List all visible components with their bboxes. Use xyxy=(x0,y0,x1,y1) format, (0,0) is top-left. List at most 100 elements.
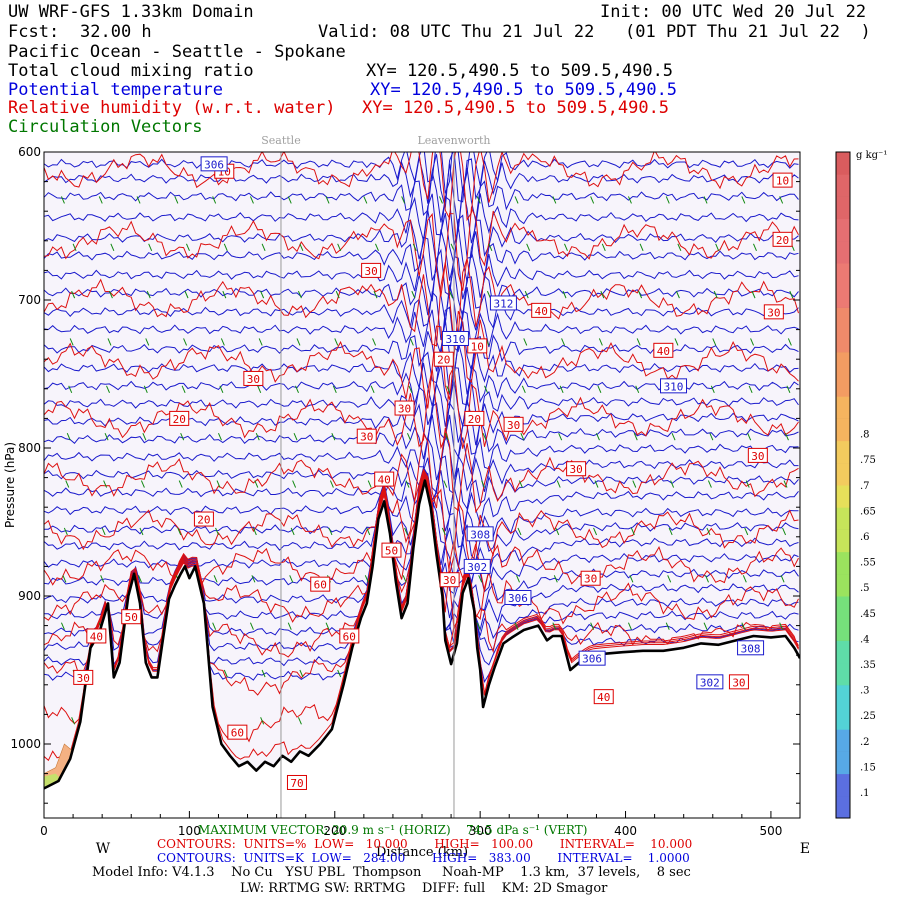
wind-vector xyxy=(325,622,330,630)
rh-contour xyxy=(44,427,799,514)
field-vectors-name: Circulation Vectors xyxy=(8,117,203,137)
wind-vector xyxy=(296,338,301,346)
theta-contour-label-box xyxy=(489,295,517,311)
wind-vector xyxy=(145,338,150,346)
wind-vector xyxy=(142,433,147,441)
rh-contour-label: 30 xyxy=(584,573,597,586)
wind-vector xyxy=(370,385,375,394)
wind-vector xyxy=(514,196,519,204)
wind-vector xyxy=(476,196,481,204)
wind-vector xyxy=(444,433,449,441)
rh-contour-label-box xyxy=(433,351,454,367)
colorbar-tick-label: .25 xyxy=(860,711,876,722)
wind-vector xyxy=(741,196,746,204)
wind-vector xyxy=(715,243,720,251)
rh-contour-label-box xyxy=(728,674,749,690)
wind-vector xyxy=(219,385,224,394)
colorbar-frame xyxy=(835,151,851,819)
theta-contour-label-box xyxy=(696,674,724,690)
rh-contour-label-box xyxy=(339,628,360,644)
colorbar-segment xyxy=(836,618,850,641)
rh-contour-label-box xyxy=(356,428,377,444)
rh-contour-label-box xyxy=(243,370,264,386)
wind-vector xyxy=(103,480,108,488)
field-cloud-name: Total cloud mixing ratio xyxy=(8,61,254,81)
rh-contour xyxy=(44,152,799,222)
wind-vector xyxy=(290,527,295,536)
wind-vector xyxy=(334,338,339,346)
colorbar-segment xyxy=(836,152,850,175)
wind-vector xyxy=(212,622,217,630)
rh-contour-label-box xyxy=(593,689,614,705)
wind-vector xyxy=(257,385,262,394)
rh-contour xyxy=(44,478,799,762)
colorbar-tick-label: .75 xyxy=(860,455,876,466)
wind-vector xyxy=(779,196,784,204)
wind-vector xyxy=(555,527,560,536)
colorbar-segment xyxy=(836,529,850,553)
wind-vector xyxy=(601,243,606,251)
wind-vector xyxy=(174,196,179,204)
colorbar-tick-label: .65 xyxy=(860,506,876,517)
colorbar-segment xyxy=(836,218,850,242)
wind-vector xyxy=(552,622,557,630)
theta-contour-label-box xyxy=(660,378,688,394)
rh-contour-label: 10 xyxy=(776,175,789,188)
theta-contour xyxy=(44,163,799,231)
wind-vector xyxy=(518,480,523,488)
wind-vector xyxy=(136,196,141,204)
wind-vector xyxy=(553,575,558,583)
wind-vector xyxy=(665,196,670,204)
rh-contour-label-box xyxy=(374,471,395,487)
rh-contour-label-box xyxy=(121,609,142,625)
wind-vector xyxy=(108,290,113,299)
rh-contour-label: 70 xyxy=(290,777,303,790)
wind-vector xyxy=(786,385,791,394)
colorbar-segment xyxy=(836,684,850,708)
wind-vector xyxy=(636,338,641,346)
field-theta-xy: XY= 120.5,490.5 to 509.5,490.5 xyxy=(370,80,678,100)
wind-vector xyxy=(668,527,673,536)
wind-vector xyxy=(212,196,217,204)
wind-vector xyxy=(675,290,680,299)
wind-vector xyxy=(552,196,557,204)
colorbar-segment xyxy=(836,795,850,819)
theta-contour xyxy=(44,434,799,482)
theta-contour xyxy=(44,186,799,246)
wind-vector xyxy=(71,290,76,299)
location-label: Seattle xyxy=(261,134,300,147)
x-tick-label: 400 xyxy=(614,824,637,838)
field-theta-name: Potential temperature xyxy=(8,80,223,100)
wind-vector xyxy=(703,196,708,204)
wind-vector xyxy=(292,480,297,488)
theta-contour-label: 308 xyxy=(741,642,761,655)
theta-contour-info: CONTOURS: UNITS=K LOW= 284.00 HIGH= 383.… xyxy=(157,851,690,865)
rh-contour-label-box xyxy=(653,342,674,358)
wind-vector xyxy=(100,575,105,583)
theta-contour-label: 308 xyxy=(470,528,490,541)
wind-vector xyxy=(632,480,637,488)
region-title: Pacific Ocean - Seattle - Spokane xyxy=(8,42,346,62)
rh-contour-label: 30 xyxy=(247,373,260,386)
wind-vector xyxy=(299,669,304,678)
rh-contour-label: 30 xyxy=(77,672,90,685)
rh-contour xyxy=(44,258,799,347)
rh-contour-label: 30 xyxy=(364,265,377,278)
rh-contour-label: 30 xyxy=(443,574,456,587)
wind-vector xyxy=(405,480,410,488)
title-left: UW WRF-GFS 1.33km Domain xyxy=(8,2,254,22)
wind-vector xyxy=(514,622,519,630)
rh-contour-label-box xyxy=(381,542,402,558)
colorbar-segment xyxy=(836,196,850,220)
rh-contour-label-box xyxy=(86,628,107,644)
colorbar-segment xyxy=(836,751,850,775)
fcst-label: Fcst: xyxy=(8,22,60,42)
colorbar-segment xyxy=(836,773,850,797)
colorbar-segment xyxy=(836,240,850,264)
rh-contour-label: 20 xyxy=(197,514,210,527)
wind-vector xyxy=(337,669,342,678)
rh-contour-label-box xyxy=(566,461,587,477)
wind-vector xyxy=(139,527,144,536)
wind-vector xyxy=(639,243,644,251)
